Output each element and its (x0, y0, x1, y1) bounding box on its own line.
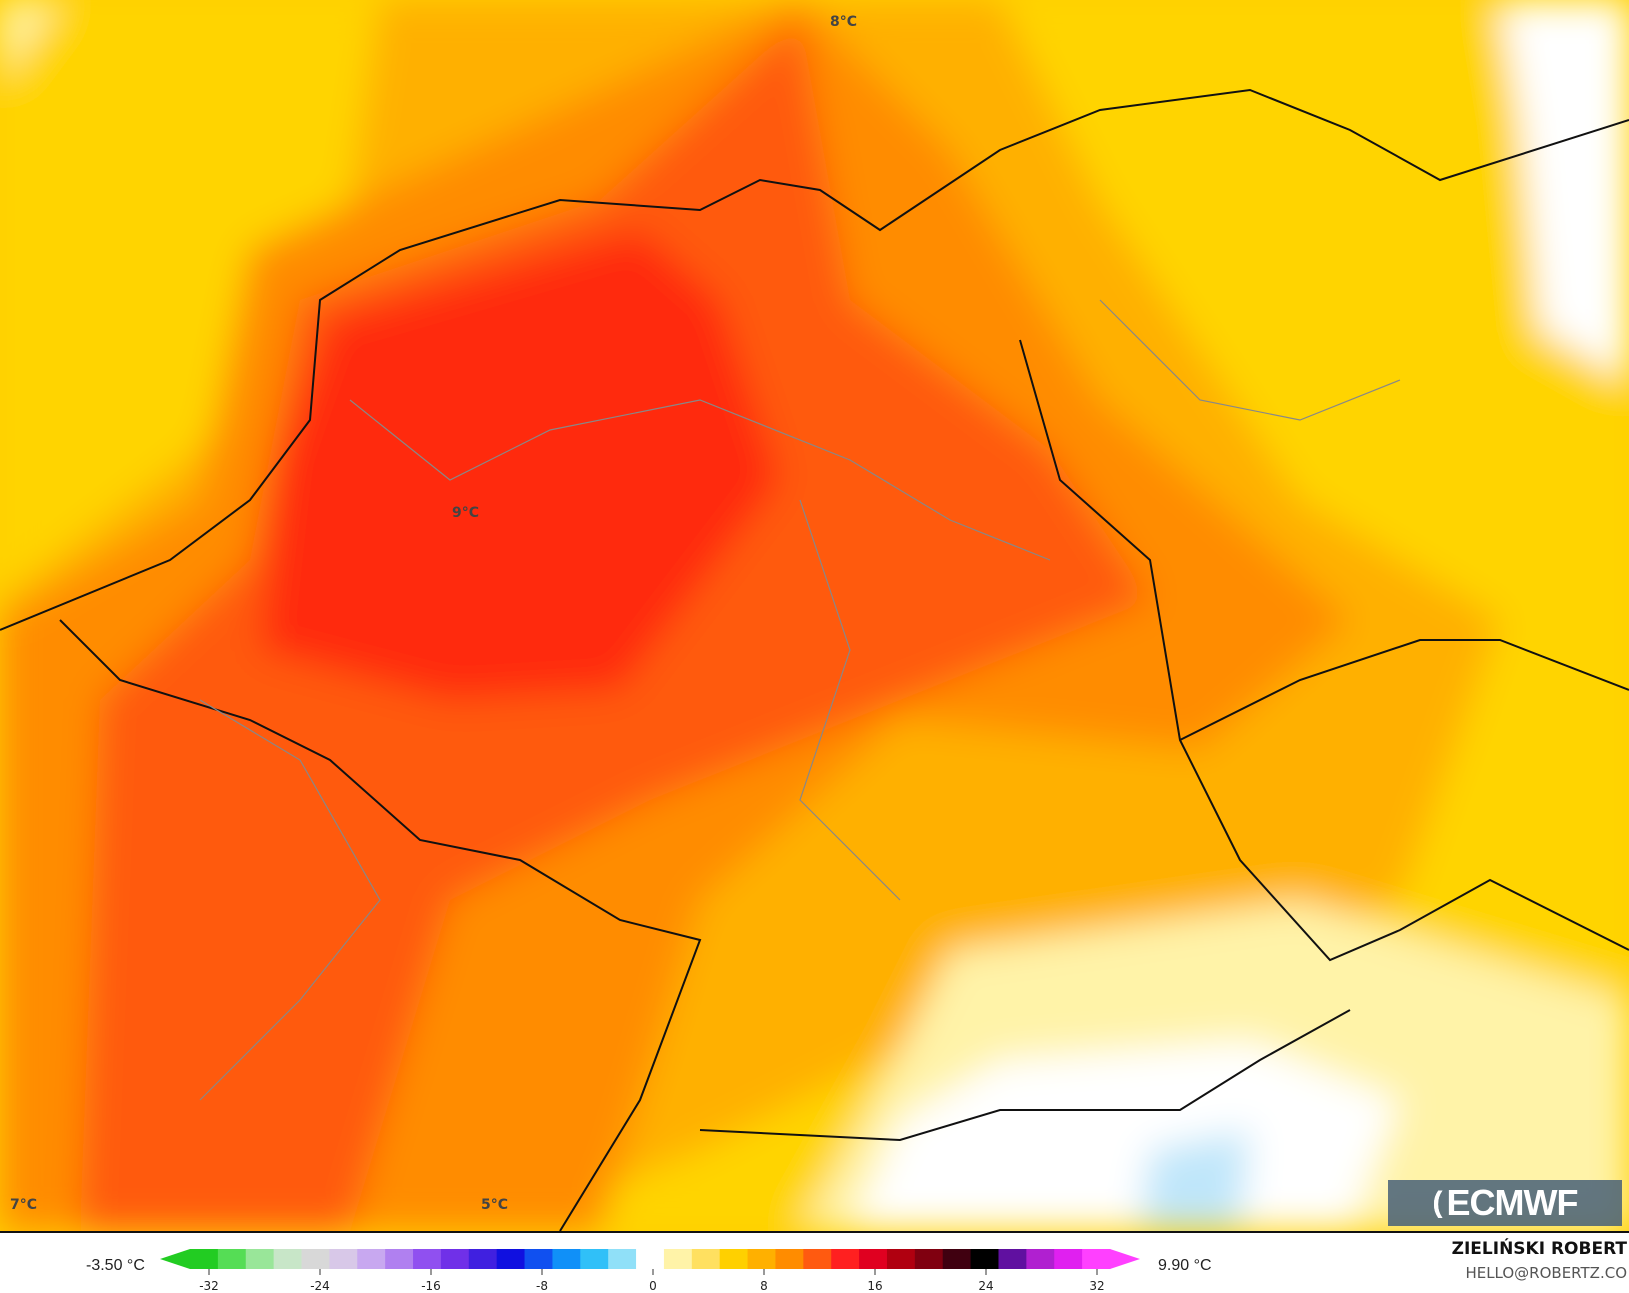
colorbar-tick-label: -8 (536, 1279, 548, 1293)
colorbar-swatch (217, 1249, 247, 1269)
colorbar-swatch (496, 1249, 526, 1269)
field-white-ne (1500, 0, 1629, 380)
colorbar-swatch (357, 1249, 386, 1269)
colorbar-swatch (1082, 1249, 1111, 1269)
colorbar-swatch (914, 1249, 944, 1269)
colorbar-swatch (803, 1249, 832, 1269)
colorbar-swatch (998, 1249, 1027, 1269)
colorbar-tick-label: 24 (978, 1279, 994, 1293)
colorbar-tick-label: 0 (649, 1279, 657, 1293)
coastline (0, 88, 1629, 631)
colorbar-swatch (413, 1249, 442, 1269)
colorbar-swatch (942, 1249, 972, 1269)
author-name: ZIELIŃSKI ROBERT (1451, 1239, 1627, 1259)
colorbar-swatch (385, 1249, 414, 1269)
border-south (699, 1009, 1351, 1142)
map-label-temp: 5°C (481, 1197, 509, 1213)
colorbar (160, 1249, 1140, 1275)
colorbar-swatch (580, 1249, 609, 1269)
colorbar-swatch (970, 1249, 999, 1269)
colorbar-swatch (552, 1249, 581, 1269)
temperature-map: 8°C 9°C 7°C 5°C ((ECMWF (0, 0, 1629, 1233)
logo-text: ECMWF (1446, 1182, 1579, 1223)
min-value-label: -3.50 °C (86, 1257, 145, 1274)
colorbar-swatch (886, 1249, 916, 1269)
ecmwf-logo: ((ECMWF (1388, 1180, 1622, 1226)
colorbar-swatch (636, 1249, 665, 1269)
regional-borders (199, 299, 1401, 1101)
colorbar-tick-label: -16 (421, 1279, 441, 1293)
colorbar-swatch (859, 1249, 888, 1269)
colorbar-min-arrow (160, 1249, 190, 1269)
border-czech (1179, 639, 1629, 741)
field-light-blue (1140, 1130, 1250, 1231)
colorbar-swatch (440, 1249, 470, 1269)
colorbar-tick-label: 16 (867, 1279, 883, 1293)
colorbar-swatch (301, 1249, 330, 1269)
colorbar-swatch (663, 1249, 693, 1269)
max-value-label: 9.90 °C (1158, 1257, 1212, 1274)
map-label-temp: 8°C (830, 14, 858, 30)
border-west (59, 619, 702, 1231)
border-east (1019, 339, 1629, 962)
colorbar-swatch (691, 1249, 721, 1269)
field-red (260, 230, 780, 700)
colorbar-tick-label: 32 (1089, 1279, 1105, 1293)
coastlines-borders (0, 88, 1629, 1231)
colorbar-tick-label: -32 (199, 1279, 219, 1293)
colorbar-swatch (1054, 1249, 1083, 1269)
colorbar-swatch (775, 1249, 804, 1269)
colorbar-swatch (747, 1249, 776, 1269)
colorbar-swatch (719, 1249, 749, 1269)
colorbar-swatch (1026, 1249, 1055, 1269)
colorbar-swatch (831, 1249, 860, 1269)
author-email: HELLO@ROBERTZ.CO (1465, 1264, 1627, 1282)
map-label-temp: 7°C (10, 1197, 38, 1213)
colorbar-swatch (245, 1249, 275, 1269)
map-label-temp: 9°C (452, 505, 480, 521)
field-white-alps (850, 1040, 1400, 1231)
colorbar-swatch (608, 1249, 637, 1269)
colorbar-tick-label: -24 (310, 1279, 330, 1293)
colorbar-swatch (273, 1249, 303, 1269)
colorbar-swatch (524, 1249, 553, 1269)
colorbar-swatch (329, 1249, 358, 1269)
colorbar-tick-label: 8 (760, 1279, 768, 1293)
colorbar-swatch (468, 1249, 498, 1269)
colorbar-swatch (190, 1249, 219, 1269)
colorbar-max-arrow (1110, 1249, 1140, 1269)
temperature-field (0, 0, 1629, 1231)
field-light-yellow-nw (0, 0, 60, 80)
